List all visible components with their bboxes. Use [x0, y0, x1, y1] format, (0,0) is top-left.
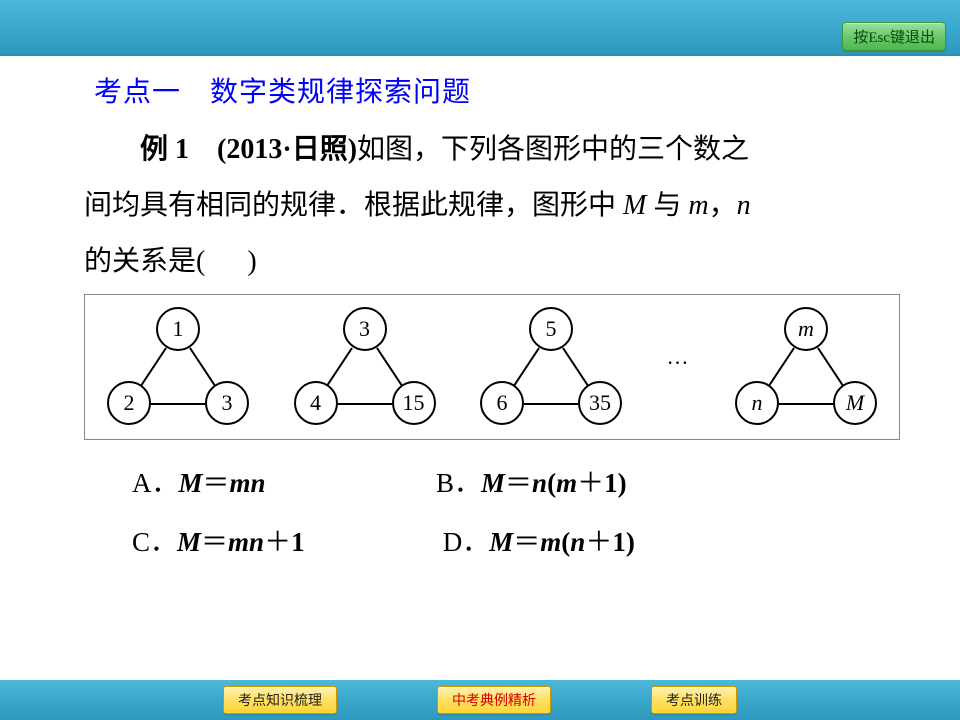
- opt-B-rhs-b: m: [556, 468, 577, 498]
- opt-B-plus: ＋: [577, 468, 604, 498]
- option-A: A．M＝mn: [132, 454, 432, 513]
- opt-B-pl: (: [547, 468, 556, 498]
- triad-circle: 15: [392, 381, 436, 425]
- opt-B-eq: ＝: [505, 468, 532, 498]
- nav-knowledge-button[interactable]: 考点知识梳理: [223, 686, 337, 714]
- triad-circle: 35: [578, 381, 622, 425]
- triad-circle: m: [784, 307, 828, 351]
- opt-C-rhs: mn: [228, 527, 264, 557]
- opt-B-one: 1): [604, 468, 627, 498]
- opt-D-one: 1): [612, 527, 635, 557]
- option-B: B．M＝n(m＋1): [436, 454, 627, 513]
- var-M: M: [623, 190, 646, 221]
- opt-C-label: C．: [132, 527, 177, 557]
- triad-circle: 1: [156, 307, 200, 351]
- triad-circle: 2: [107, 381, 151, 425]
- opt-B-lhs: M: [481, 468, 505, 498]
- nav-examples-button[interactable]: 中考典例精析: [437, 686, 551, 714]
- opt-A-eq: ＝: [203, 468, 230, 498]
- diagram-box: 12334155635…mnM: [84, 294, 900, 440]
- opt-D-rhs-a: m: [540, 527, 561, 557]
- triad-circle: 5: [529, 307, 573, 351]
- txt-comma: ，: [709, 190, 737, 221]
- problem-source: (2013·日照): [217, 134, 357, 165]
- triad-circle: n: [735, 381, 779, 425]
- problem-line1: 如图，下列各图形中的三个数之: [357, 134, 749, 165]
- option-C: C．M＝mn＋1: [132, 513, 432, 572]
- var-m: m: [688, 190, 708, 221]
- problem-line3b: ): [240, 246, 256, 277]
- section-heading: 考点一 数字类规律探索问题: [84, 70, 900, 110]
- triad-circle: M: [833, 381, 877, 425]
- triad-circle: 3: [343, 307, 387, 351]
- opt-C-eq: ＝: [201, 527, 228, 557]
- opt-B-rhs-a: n: [532, 468, 547, 498]
- example-number: 例 1: [140, 134, 189, 165]
- opt-D-rhs-b: n: [570, 527, 585, 557]
- triad: 56 35: [476, 307, 626, 425]
- esc-button[interactable]: 按Esc键退出: [842, 22, 946, 51]
- nav-training-button[interactable]: 考点训练: [651, 686, 737, 714]
- problem-line2a: 间均具有相同的规律．根据此规律，图形中: [84, 190, 623, 221]
- opt-B-label: B．: [436, 468, 481, 498]
- txt-and: 与: [646, 190, 688, 221]
- problem-line3a: 的关系是(: [84, 246, 212, 277]
- opt-D-pl: (: [561, 527, 570, 557]
- problem-text: 例 1 (2013·日照)如图，下列各图形中的三个数之 间均具有相同的规律．根据…: [84, 122, 900, 290]
- triad-circle: 6: [480, 381, 524, 425]
- var-n: n: [737, 190, 751, 221]
- option-D: D．M＝m(n＋1): [436, 513, 635, 572]
- opt-D-eq: ＝: [513, 527, 540, 557]
- triad-circle: 4: [294, 381, 338, 425]
- slide-content: 考点一 数字类规律探索问题 例 1 (2013·日照)如图，下列各图形中的三个数…: [0, 56, 960, 680]
- top-bar: [0, 0, 960, 56]
- opt-A-lhs: M: [179, 468, 203, 498]
- triad: 12 3: [103, 307, 253, 425]
- options-block: A．M＝mn B．M＝n(m＋1) C．M＝mn＋1 D．M＝m(n＋1): [84, 454, 900, 573]
- diagram-row: 12334155635…mnM: [103, 307, 881, 425]
- opt-C-lhs: M: [177, 527, 201, 557]
- triad: 34 15: [290, 307, 440, 425]
- opt-C-plus: ＋: [264, 527, 291, 557]
- opt-D-label: D．: [443, 527, 490, 557]
- triad-circle: 3: [205, 381, 249, 425]
- triad: mn M: [731, 307, 881, 425]
- opt-A-rhs: mn: [230, 468, 266, 498]
- ellipsis: …: [663, 344, 695, 388]
- bottom-bar: 考点知识梳理 中考典例精析 考点训练: [0, 680, 960, 720]
- opt-A-label: A．: [132, 468, 179, 498]
- opt-C-one: 1: [291, 527, 305, 557]
- opt-D-lhs: M: [489, 527, 513, 557]
- opt-D-plus: ＋: [585, 527, 612, 557]
